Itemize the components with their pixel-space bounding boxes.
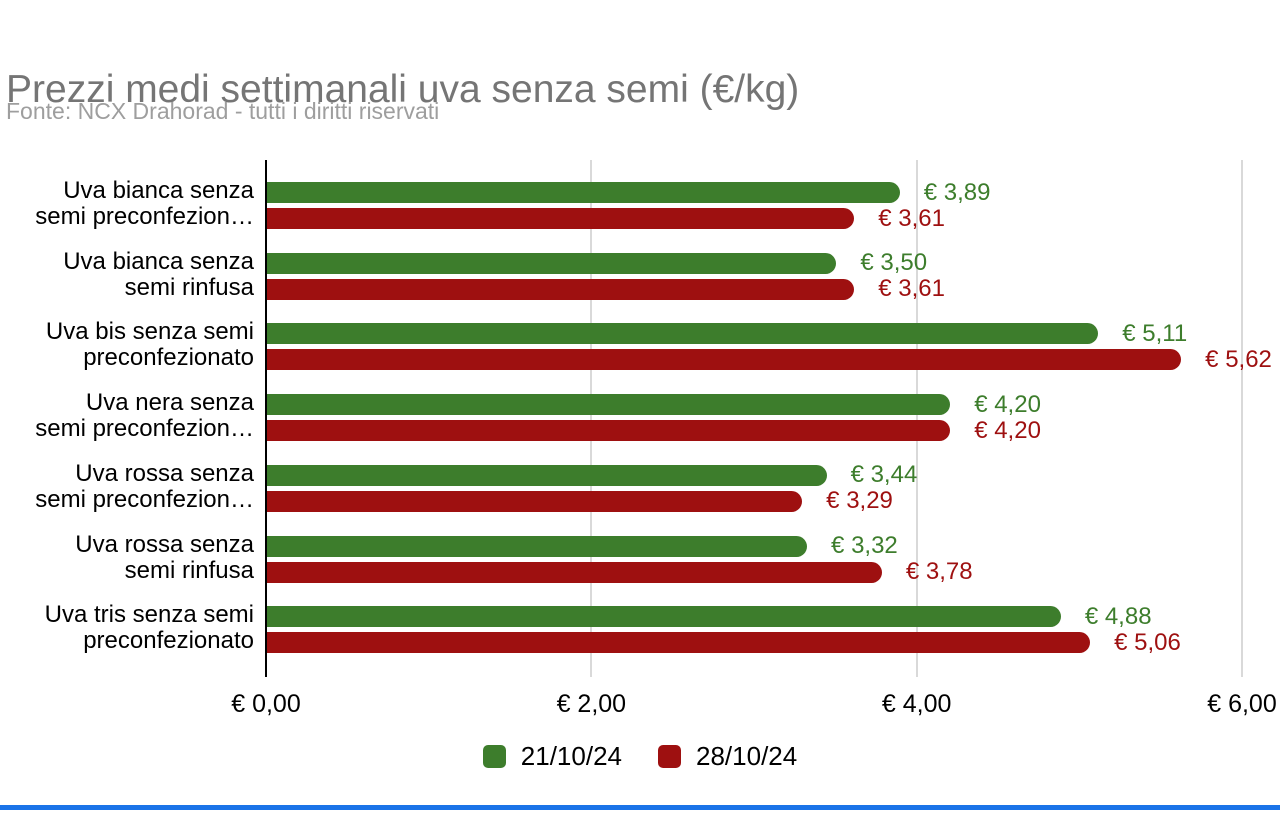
bar-series-1 xyxy=(267,606,1061,628)
x-tick-label: € 4,00 xyxy=(881,690,952,718)
bar-line: € 3,61 xyxy=(267,275,945,302)
plot-area: Uva bianca senza semi preconfezion… € 3,8… xyxy=(0,160,1280,677)
chart-row: Uva tris senza semi preconfezionato € 4,8… xyxy=(0,602,1280,677)
bar-group: € 3,44 € 3,29 xyxy=(267,461,917,514)
bar-series-2 xyxy=(267,490,803,512)
category-label: Uva nera senza semi preconfezion… xyxy=(35,389,254,443)
bar-series-2 xyxy=(267,278,855,300)
category-label: Uva bianca senza semi rinfusa xyxy=(63,247,254,301)
bar-line: € 4,20 xyxy=(267,417,1041,444)
bar-line: € 3,32 xyxy=(267,532,973,559)
gridline xyxy=(1241,160,1243,677)
bar-line: € 4,88 xyxy=(267,603,1181,630)
bar-group: € 5,11 € 5,62 xyxy=(267,320,1272,373)
bar-series-2 xyxy=(267,349,1182,371)
category-label: Uva rossa senza semi rinfusa xyxy=(75,530,254,584)
bar-group: € 4,88 € 5,06 xyxy=(267,603,1181,656)
bar-series-1 xyxy=(267,394,951,416)
legend-item: 28/10/24 xyxy=(658,741,797,772)
bar-series-2 xyxy=(267,420,951,442)
x-tick-label: € 2,00 xyxy=(556,690,627,718)
bar-line: € 3,89 xyxy=(267,179,991,206)
legend-item: 21/10/24 xyxy=(482,741,622,772)
bar-line: € 3,44 xyxy=(267,461,917,488)
bar-value-label: € 4,88 xyxy=(1084,602,1152,630)
chart-title: Prezzi medi settimanali uva senza semi (… xyxy=(6,68,800,112)
bar-series-2 xyxy=(267,561,882,583)
bar-line: € 3,61 xyxy=(267,205,991,232)
legend: 21/10/24 28/10/24 xyxy=(0,741,1280,772)
chart-subtitle: Fonte: NCX Drahorad - tutti i diritti ri… xyxy=(6,98,440,124)
bottom-divider xyxy=(0,805,1280,810)
y-axis-line xyxy=(265,160,267,677)
legend-swatch xyxy=(658,745,681,768)
bar-series-1 xyxy=(267,535,808,557)
legend-label: 28/10/24 xyxy=(696,741,798,771)
bar-series-1 xyxy=(267,464,827,486)
gridline xyxy=(590,160,593,677)
bar-group: € 3,50 € 3,61 xyxy=(267,249,945,302)
bar-line: € 5,11 xyxy=(267,320,1272,347)
bar-series-2 xyxy=(267,632,1091,654)
chart-rows: Uva bianca senza semi preconfezion… € 3,8… xyxy=(0,178,1280,677)
chart-row: Uva nera senza semi preconfezion… € 4,20 €… xyxy=(0,390,1280,465)
bar-value-label: € 5,11 xyxy=(1122,319,1188,347)
bar-value-label: € 3,89 xyxy=(923,178,991,206)
bar-value-label: € 3,61 xyxy=(878,275,945,303)
bar-group: € 4,20 € 4,20 xyxy=(267,391,1041,444)
category-label: Uva bis senza semi preconfezionato xyxy=(45,318,254,372)
gridline xyxy=(915,160,918,677)
bar-value-label: € 3,61 xyxy=(878,204,945,232)
bar-value-label: € 4,20 xyxy=(974,390,1041,418)
x-tick-label: € 0,00 xyxy=(231,690,301,718)
bar-series-2 xyxy=(267,208,855,229)
category-label: Uva tris senza semi preconfezionato xyxy=(44,601,254,655)
chart-row: Uva bis senza semi preconfezionato € 5,11… xyxy=(0,319,1280,394)
chart-row: Uva bianca senza semi rinfusa € 3,50 € 3,6… xyxy=(0,248,1280,324)
x-tick-label: € 6,00 xyxy=(1207,690,1277,718)
chart-row: Uva bianca senza semi preconfezion… € 3,8… xyxy=(0,178,1280,253)
legend-swatch xyxy=(482,745,506,768)
bar-series-1 xyxy=(267,182,900,203)
bar-line: € 4,20 xyxy=(267,391,1041,418)
bar-series-1 xyxy=(267,323,1099,345)
chart-row: Uva rossa senza semi preconfezion… € 3,44… xyxy=(0,460,1280,536)
bar-value-label: € 5,06 xyxy=(1114,628,1181,656)
chart-row: Uva rossa senza semi rinfusa € 3,32 € 3,78 xyxy=(0,531,1280,607)
bar-line: € 5,62 xyxy=(267,346,1272,373)
bar-value-label: € 3,50 xyxy=(860,249,928,277)
bar-line: € 5,06 xyxy=(267,629,1181,656)
bar-line: € 3,50 xyxy=(267,249,945,276)
bar-value-label: € 5,62 xyxy=(1205,345,1272,373)
bar-line: € 3,78 xyxy=(267,558,973,585)
bar-value-label: € 3,44 xyxy=(850,461,918,489)
bar-group: € 3,32 € 3,78 xyxy=(267,532,973,585)
legend-label: 21/10/24 xyxy=(520,741,622,771)
bar-value-label: € 3,29 xyxy=(826,487,893,515)
bar-group: € 3,89 € 3,61 xyxy=(267,179,991,232)
bar-value-label: € 3,32 xyxy=(831,532,898,560)
category-label: Uva rossa senza semi preconfezion… xyxy=(35,459,254,513)
bar-value-label: € 3,78 xyxy=(905,558,973,586)
bar-series-1 xyxy=(267,252,837,274)
category-label: Uva bianca senza semi preconfezion… xyxy=(35,177,254,230)
bar-value-label: € 4,20 xyxy=(974,416,1041,444)
bar-line: € 3,29 xyxy=(267,487,917,514)
